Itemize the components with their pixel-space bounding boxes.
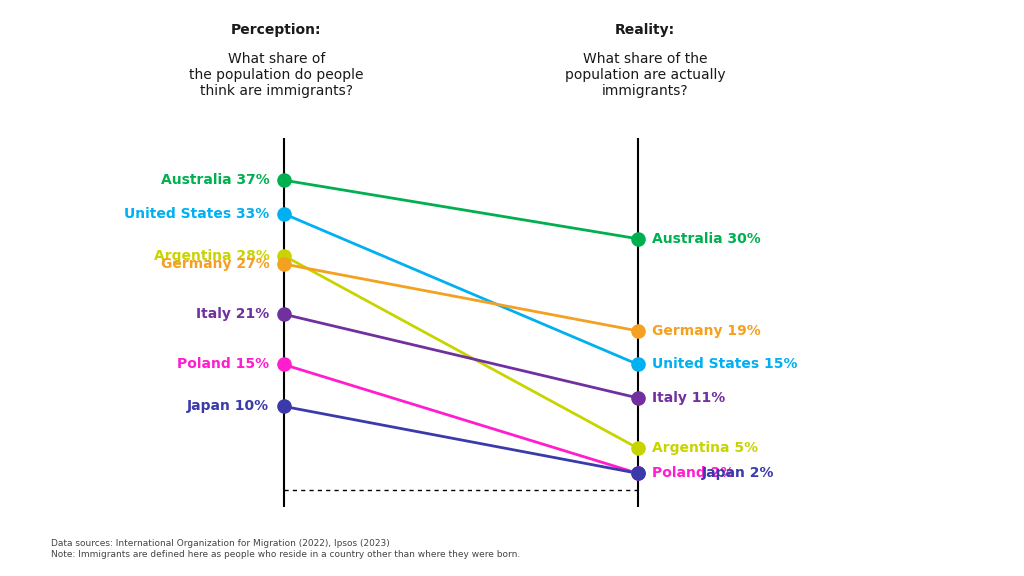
Point bbox=[275, 401, 292, 411]
Text: Data sources: International Organization for Migration (2022), Ipsos (2023)
Note: Data sources: International Organization… bbox=[51, 539, 520, 559]
Text: Perception:: Perception: bbox=[231, 23, 322, 37]
Text: Australia 37%: Australia 37% bbox=[161, 173, 269, 187]
Text: Poland 2%: Poland 2% bbox=[652, 467, 734, 480]
Text: Australia 30%: Australia 30% bbox=[652, 232, 761, 246]
Point bbox=[630, 444, 646, 453]
Text: United States 33%: United States 33% bbox=[124, 207, 269, 221]
Point bbox=[275, 176, 292, 185]
Point bbox=[275, 209, 292, 218]
Point bbox=[630, 234, 646, 244]
Text: United States 15%: United States 15% bbox=[652, 358, 798, 372]
Text: Japan 2%: Japan 2% bbox=[701, 467, 774, 480]
Point bbox=[630, 469, 646, 478]
Text: Germany 27%: Germany 27% bbox=[161, 257, 269, 271]
Point bbox=[275, 251, 292, 260]
Point bbox=[630, 469, 646, 478]
Text: Reality:: Reality: bbox=[615, 23, 675, 37]
Text: Germany 19%: Germany 19% bbox=[652, 324, 761, 338]
Text: Argentina 5%: Argentina 5% bbox=[652, 441, 759, 455]
Text: Argentina 28%: Argentina 28% bbox=[154, 248, 269, 263]
Point bbox=[275, 309, 292, 319]
Text: What share of
the population do people
think are immigrants?: What share of the population do people t… bbox=[189, 52, 364, 98]
Text: What share of the
population are actually
immigrants?: What share of the population are actuall… bbox=[565, 52, 725, 98]
Point bbox=[275, 259, 292, 268]
Text: Poland 15%: Poland 15% bbox=[177, 358, 269, 372]
Text: Italy 21%: Italy 21% bbox=[197, 307, 269, 321]
Text: Japan 10%: Japan 10% bbox=[187, 399, 269, 414]
Point bbox=[630, 360, 646, 369]
Point bbox=[275, 360, 292, 369]
Point bbox=[630, 393, 646, 403]
Text: Italy 11%: Italy 11% bbox=[652, 391, 725, 405]
Point bbox=[630, 327, 646, 336]
